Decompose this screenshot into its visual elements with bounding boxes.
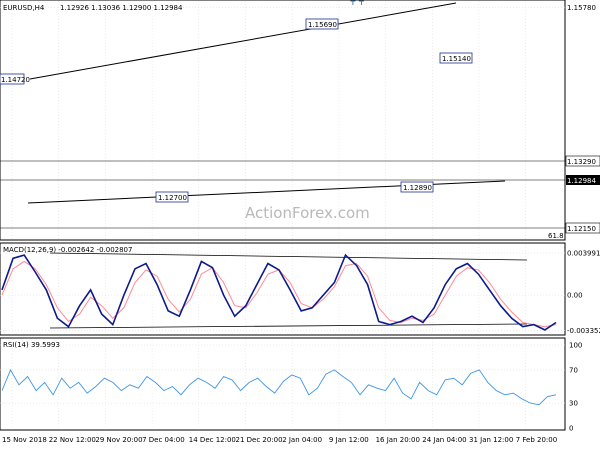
rsi-tick-label: 0: [569, 425, 573, 433]
time-tick-label: 16 Jan 20:00: [376, 436, 420, 444]
time-tick-label: 14 Dec 12:00: [189, 436, 236, 444]
time-tick-label: 7 Dec 04:00: [142, 436, 185, 444]
rsi-title: RSI(14) 39.5993: [3, 341, 60, 349]
candle-body: [350, 0, 356, 2]
annotation-box: [155, 191, 189, 203]
time-tick-label: 2 Jan 04:00: [282, 436, 322, 444]
rsi-grid: [0, 339, 565, 429]
time-tick-label: 31 Jan 12:00: [469, 436, 513, 444]
price-label-12150: 1.12150: [565, 222, 600, 234]
macd-tick-label: 0.003991: [567, 250, 600, 258]
time-tick-label: 9 Jan 12:00: [329, 436, 369, 444]
price-label-text: 1.13290: [567, 158, 596, 166]
annotation-15690: 1.15690: [305, 18, 339, 30]
rsi-tick-label: 100: [569, 342, 582, 350]
time-tick-label: 22 Nov 12:00: [49, 436, 96, 444]
annotation-text: 1.12890: [403, 184, 432, 192]
price-label-text: 1.12150: [567, 225, 596, 233]
annotation-text: 1.12700: [158, 194, 187, 202]
time-tick-label: 24 Jan 04:00: [422, 436, 466, 444]
macd-axis: 0.003991 0.00 -0.003352: [567, 250, 600, 335]
fib-label: 61.8: [548, 232, 564, 240]
annotation-text: 1.15690: [308, 21, 337, 29]
time-axis: 15 Nov 2018 22 Nov 12:00 29 Nov 20:00 7 Dec…: [2, 436, 557, 444]
annotation-text: 1.15140: [442, 55, 471, 63]
time-tick-label: 15 Nov 2018: [2, 436, 47, 444]
macd-line: [1, 253, 557, 331]
macd-tick-label: -0.003352: [567, 327, 600, 335]
time-tick-label: 7 Feb 20:00: [516, 436, 557, 444]
macd-panel: [0, 242, 566, 336]
macd-lower-trendline: [49, 323, 528, 329]
price-label-text: 1.12984: [567, 177, 596, 185]
rsi-tick-label: 30: [569, 400, 578, 408]
symbol-label: EURUSD,H4: [3, 4, 45, 12]
annotation-box: [0, 73, 25, 85]
time-tick-label: 21 Dec 20:00: [236, 436, 283, 444]
macd-tick-label: 0.00: [567, 292, 583, 300]
annotation-12890: 1.12890: [400, 181, 434, 193]
annotation-text: 1.14720: [1, 76, 30, 84]
macd-upper-trendline: [49, 252, 528, 261]
time-tick-label: 29 Nov 20:00: [95, 436, 142, 444]
rsi-panel: [0, 337, 566, 431]
macd-title: MACD(12,26,9) -0.002642 -0.002807: [3, 246, 132, 254]
price-label-13290: 1.13290: [565, 155, 600, 167]
rsi-line: [1, 368, 557, 406]
price-candles: [350, 0, 364, 6]
annotation-box: [305, 18, 339, 30]
annotation-12700: 1.12700: [155, 191, 189, 203]
annotation-box: [439, 52, 473, 64]
upper-trendline: [29, 2, 457, 80]
price-axis: 1.157801.153501.149201.145001.140701.136…: [567, 4, 596, 12]
price-label-box: [566, 175, 600, 185]
annotation-14720: 1.14720: [0, 73, 30, 85]
price-label-box: [565, 222, 600, 234]
price-tick-label: 1.15780: [567, 4, 596, 12]
rsi-axis: 100 70 30 0: [569, 342, 582, 433]
ohlc-values: 1.12926 1.13036 1.12900 1.12984: [60, 4, 183, 12]
annotation-box: [400, 181, 434, 193]
price-label-12984: 1.12984: [566, 175, 600, 185]
rsi-tick-label: 70: [569, 366, 578, 374]
watermark: ActionForex.com: [245, 204, 370, 222]
candle-body: [358, 0, 364, 2]
annotation-15140: 1.15140: [439, 52, 473, 64]
price-label-box: [565, 155, 600, 167]
